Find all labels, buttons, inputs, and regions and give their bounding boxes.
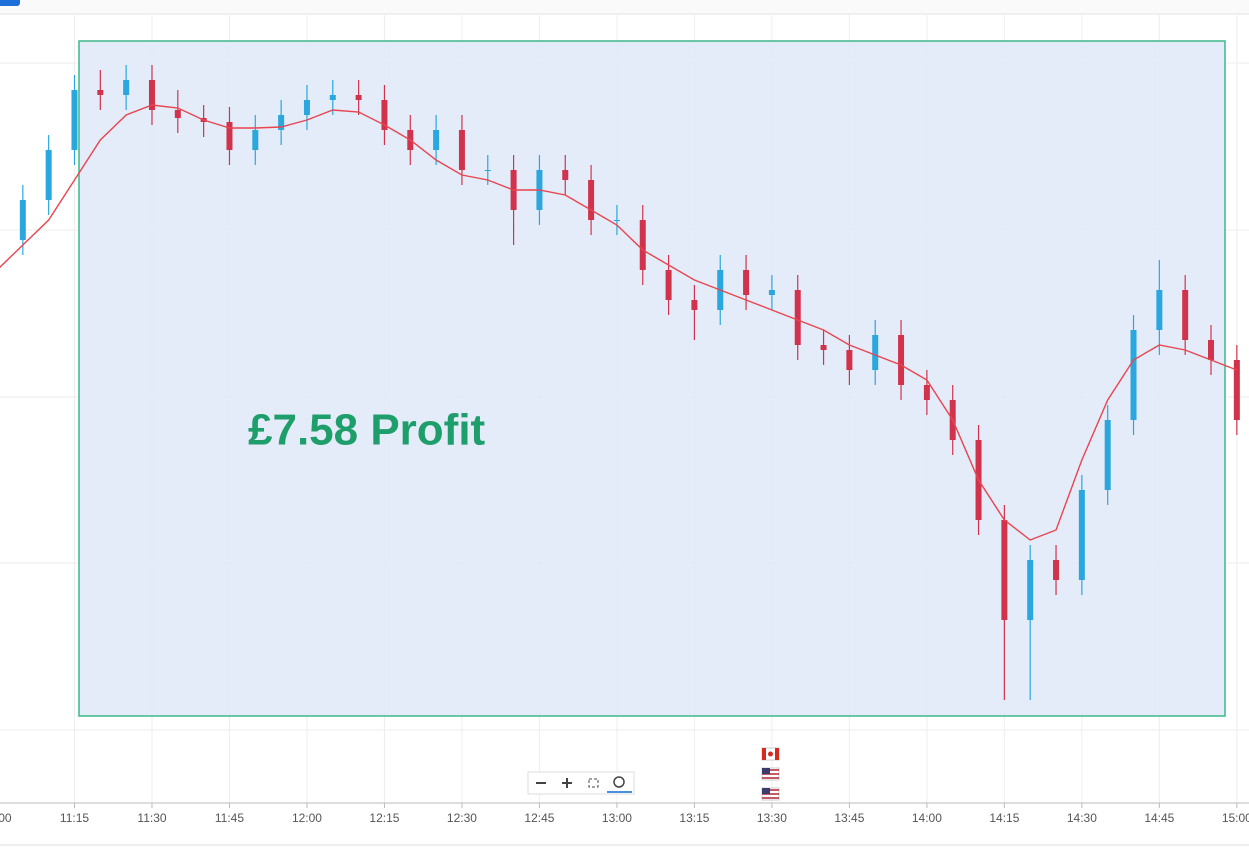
candle-body bbox=[1156, 290, 1163, 330]
candle-body bbox=[123, 80, 130, 95]
candle-body bbox=[174, 110, 181, 118]
x-tick-label: 14:30 bbox=[1067, 811, 1097, 825]
x-tick-label: 14:45 bbox=[1144, 811, 1174, 825]
zoom-panel bbox=[527, 771, 635, 795]
candle-body bbox=[148, 80, 155, 110]
candle-body bbox=[820, 345, 827, 350]
x-tick-label: 12:30 bbox=[447, 811, 477, 825]
candle-body bbox=[639, 220, 646, 270]
candle-body bbox=[355, 95, 362, 100]
candle-body bbox=[329, 95, 336, 100]
flag-usa[interactable] bbox=[761, 767, 780, 781]
x-tick-label: 13:15 bbox=[679, 811, 709, 825]
candle-body bbox=[252, 130, 259, 150]
candle-body bbox=[381, 100, 388, 130]
candle-body bbox=[45, 150, 52, 200]
profit-box[interactable] bbox=[78, 40, 1226, 717]
x-tick-label: 11:45 bbox=[215, 811, 244, 825]
candle-body bbox=[1130, 330, 1137, 420]
candle-body bbox=[1001, 520, 1008, 620]
event-flags bbox=[761, 747, 780, 801]
zoom-in[interactable] bbox=[562, 778, 572, 788]
x-tick-label: 11:15 bbox=[60, 811, 89, 825]
candle-body bbox=[846, 350, 853, 370]
candle-body bbox=[872, 335, 879, 370]
x-tick-label: 15:00 bbox=[1222, 811, 1249, 825]
candle-body bbox=[19, 200, 26, 240]
x-tick-label: 11:00 bbox=[0, 811, 12, 825]
toolbar[interactable] bbox=[0, 0, 1249, 14]
zoom-controls bbox=[527, 771, 635, 795]
candle-body bbox=[1027, 560, 1034, 620]
candle-body bbox=[226, 122, 233, 150]
candle-body bbox=[1182, 290, 1189, 340]
candles bbox=[0, 65, 1240, 700]
reset-zoom[interactable] bbox=[613, 776, 625, 788]
flag-usa[interactable] bbox=[761, 787, 780, 801]
x-tick-label: 11:30 bbox=[137, 811, 166, 825]
x-tick-label: 13:00 bbox=[602, 811, 632, 825]
x-tick-label: 13:30 bbox=[757, 811, 787, 825]
candle-body bbox=[97, 90, 104, 95]
flag-canada[interactable] bbox=[761, 747, 780, 761]
candle-body bbox=[613, 220, 620, 221]
candle-body bbox=[768, 290, 775, 295]
candle-body bbox=[433, 130, 440, 150]
candle-body bbox=[588, 180, 595, 220]
toolbar-button[interactable] bbox=[0, 0, 20, 6]
candle-body bbox=[665, 270, 672, 300]
x-tick-label: 12:15 bbox=[369, 811, 399, 825]
candle-body bbox=[1233, 360, 1240, 420]
moving-average-line bbox=[0, 104, 1238, 541]
profit-annotation: £7.58 Profit bbox=[248, 406, 486, 455]
candle-body bbox=[743, 270, 750, 295]
candle-body bbox=[1208, 340, 1215, 360]
x-tick-label: 14:15 bbox=[989, 811, 1019, 825]
candle-body bbox=[458, 130, 465, 170]
candle-body bbox=[1053, 560, 1060, 580]
candle-body bbox=[1104, 420, 1111, 490]
candle-body bbox=[794, 290, 801, 345]
x-tick-label: 12:45 bbox=[524, 811, 554, 825]
x-tick-label: 12:00 bbox=[292, 811, 322, 825]
candle-body bbox=[1078, 490, 1085, 580]
candle-body bbox=[562, 170, 569, 180]
x-tick-label: 14:00 bbox=[912, 811, 942, 825]
candle-body bbox=[898, 335, 905, 385]
candle-body bbox=[691, 300, 698, 310]
candle-body bbox=[278, 115, 285, 130]
candle-body bbox=[71, 90, 78, 150]
candle-body bbox=[484, 170, 491, 171]
x-tick-label: 13:45 bbox=[834, 811, 864, 825]
candle-body bbox=[303, 100, 310, 115]
fit-button[interactable] bbox=[588, 778, 599, 788]
candle-body bbox=[923, 385, 930, 400]
